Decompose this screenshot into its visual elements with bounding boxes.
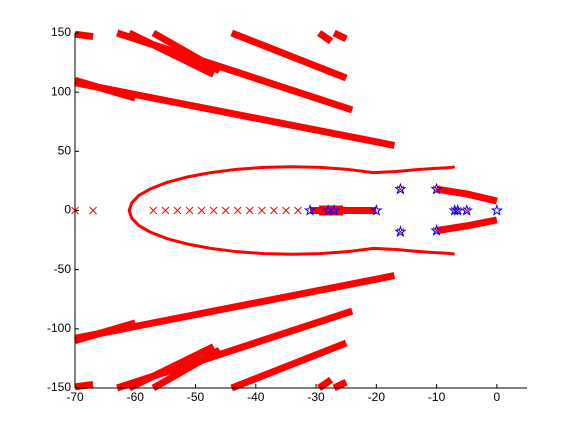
locus-branch xyxy=(230,339,348,392)
x-tick-label: -20 xyxy=(368,390,386,404)
x-tick-label: -70 xyxy=(66,390,84,404)
locus-branch xyxy=(127,29,216,78)
locus-branch xyxy=(127,165,456,256)
star-marker xyxy=(448,203,461,216)
locus-branch xyxy=(74,30,94,41)
star-marker xyxy=(430,182,443,195)
y-tick-label: 50 xyxy=(58,144,72,158)
x-marker xyxy=(89,206,97,215)
locus-branch xyxy=(436,185,498,205)
star-marker xyxy=(370,203,383,216)
y-tick-label: -150 xyxy=(47,380,71,394)
star-marker xyxy=(490,203,504,216)
x-marker xyxy=(221,206,230,215)
x-marker xyxy=(149,206,158,215)
y-tick-label: 0 xyxy=(64,203,71,217)
locus-branch xyxy=(317,376,334,391)
x-tick-label: -10 xyxy=(428,390,446,404)
x-tick-label: -50 xyxy=(187,390,205,404)
x-marker xyxy=(185,206,194,215)
x-marker xyxy=(209,206,218,215)
x-marker xyxy=(270,206,278,215)
y-tick-label: -100 xyxy=(47,321,71,335)
x-marker xyxy=(233,206,242,215)
locus-branch xyxy=(230,29,348,82)
x-marker xyxy=(282,206,290,215)
star-marker xyxy=(460,203,473,216)
x-tick-label: 0 xyxy=(494,390,501,404)
star-marker xyxy=(327,203,341,216)
x-tick-label: -60 xyxy=(127,390,145,404)
x-marker xyxy=(197,206,206,215)
locus-branch xyxy=(151,29,222,74)
locus-branch xyxy=(74,76,137,102)
locus-branch xyxy=(332,378,348,392)
locus-branch xyxy=(436,216,498,235)
x-tick-label: -30 xyxy=(307,390,325,404)
y-tick-label: -50 xyxy=(54,262,72,276)
x-marker xyxy=(161,206,170,215)
locus-branch xyxy=(74,380,94,391)
locus-branch xyxy=(151,347,222,392)
star-marker xyxy=(394,225,407,238)
x-tick-label: -40 xyxy=(247,390,265,404)
x-marker xyxy=(173,206,182,215)
star-marker xyxy=(303,203,317,216)
locus-branch xyxy=(317,30,334,45)
star-marker xyxy=(394,182,407,195)
star-marker xyxy=(430,224,443,236)
x-marker xyxy=(245,206,254,215)
x-marker xyxy=(294,206,302,215)
locus-branch xyxy=(127,343,216,392)
x-marker xyxy=(257,206,266,215)
y-tick-label: 150 xyxy=(51,25,71,39)
locus-branch xyxy=(74,319,137,345)
locus-branch xyxy=(332,29,348,43)
y-tick-label: 100 xyxy=(51,84,71,98)
